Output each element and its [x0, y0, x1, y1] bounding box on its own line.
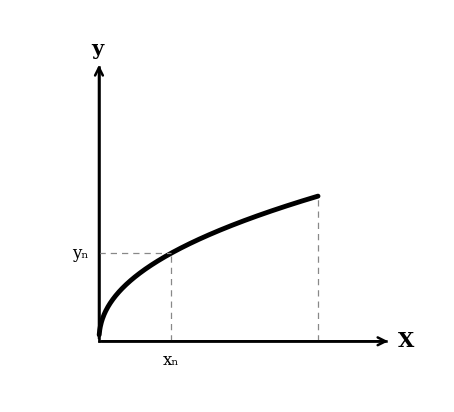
Text: X: X [398, 331, 415, 351]
Text: y: y [91, 39, 103, 59]
Text: xₙ: xₙ [163, 352, 179, 370]
Text: yₙ: yₙ [72, 245, 89, 262]
